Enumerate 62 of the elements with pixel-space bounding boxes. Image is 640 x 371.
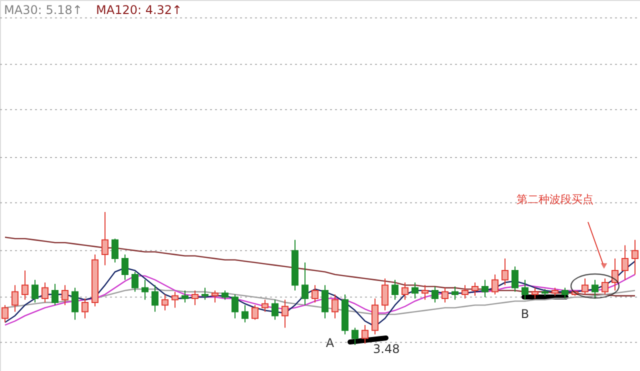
candlestick xyxy=(152,284,158,312)
candlestick xyxy=(622,244,628,280)
candlestick xyxy=(602,278,608,295)
candlestick xyxy=(462,284,468,299)
candlestick xyxy=(242,304,248,323)
candlestick xyxy=(162,294,168,311)
candlestick xyxy=(512,266,518,292)
candlestick xyxy=(332,294,338,319)
candlestick xyxy=(312,284,318,303)
candlestick xyxy=(22,270,28,300)
candlestick xyxy=(392,279,398,300)
candlestick xyxy=(192,290,198,306)
text: 第二种波段买点 xyxy=(516,193,594,206)
text: MA30: 5.18↑ xyxy=(4,3,82,17)
candlestick xyxy=(362,324,368,344)
candlestick xyxy=(212,290,218,303)
candlestick xyxy=(522,279,528,300)
annotation: B xyxy=(520,307,530,321)
candlestick xyxy=(432,286,438,303)
candlestick xyxy=(232,294,238,319)
candlestick xyxy=(102,212,108,266)
candlestick xyxy=(172,291,178,308)
candlestick xyxy=(252,304,258,320)
candlestick xyxy=(142,279,148,300)
candlestick xyxy=(62,284,68,306)
candlestick xyxy=(562,287,568,299)
candlestick xyxy=(112,238,118,264)
annotation: 3.48 xyxy=(373,342,400,356)
candlestick xyxy=(282,299,288,328)
candlestick xyxy=(382,278,388,311)
candlestick xyxy=(482,279,488,298)
candlestick xyxy=(42,282,48,303)
candlestick xyxy=(132,271,138,292)
candlestick xyxy=(272,299,278,320)
candlestick xyxy=(632,239,638,276)
candlestick xyxy=(532,287,538,299)
candlestick xyxy=(422,284,428,300)
candlestick xyxy=(222,290,228,300)
candlestick xyxy=(592,279,598,299)
candlestick xyxy=(442,287,448,303)
candlestick xyxy=(472,282,478,296)
annotation: A xyxy=(326,336,335,350)
text: MA120: 4.32↑ xyxy=(96,3,182,17)
candlestick xyxy=(52,283,58,306)
candlestick xyxy=(12,284,18,312)
candlestick xyxy=(412,282,418,299)
candlestick xyxy=(32,279,38,303)
candlestick xyxy=(262,299,268,312)
candlestick xyxy=(122,254,128,280)
candlestick xyxy=(182,290,188,303)
candlestick xyxy=(302,262,308,306)
candlestick xyxy=(402,282,408,300)
candlestick xyxy=(2,304,8,323)
candlestick xyxy=(582,278,588,295)
candlestick xyxy=(452,286,458,300)
candlestick xyxy=(322,284,328,319)
candlestick xyxy=(492,274,498,295)
candlestick xyxy=(352,327,358,346)
candlestick xyxy=(82,298,88,319)
candlestick xyxy=(502,258,508,286)
candlestick xyxy=(202,287,208,300)
candlestick xyxy=(72,287,78,320)
